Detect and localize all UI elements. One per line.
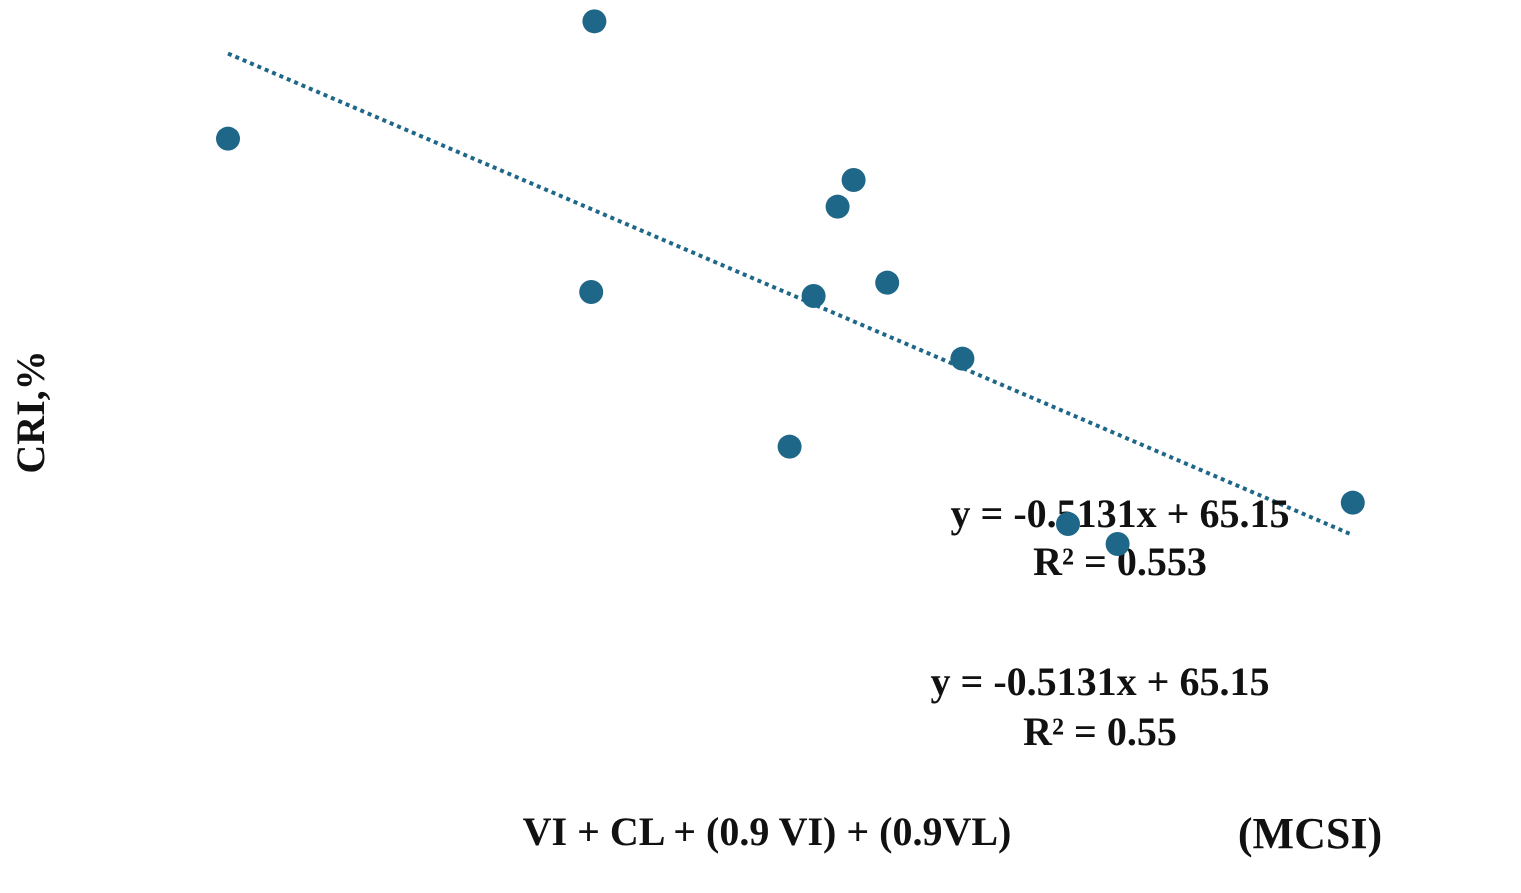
trendline [227, 51, 1354, 537]
point [825, 194, 850, 219]
point [579, 280, 604, 304]
x-unit-label: (MCSI) [1238, 809, 1382, 858]
point [950, 346, 975, 371]
point [1340, 490, 1365, 515]
point [216, 126, 240, 151]
point [875, 270, 900, 295]
x-axis-label: VI + CL + (0.9 VI) + (0.9VL) [523, 809, 1012, 854]
annotation: R² = 0.55 [1023, 709, 1177, 754]
point [1105, 532, 1130, 556]
point [582, 9, 607, 34]
point [841, 168, 866, 192]
point [777, 434, 802, 459]
y-axis-label: CRI,% [8, 350, 53, 473]
annotation: y = -0.5131x + 65.15 [951, 491, 1290, 536]
annotation: y = -0.5131x + 65.15 [931, 659, 1270, 704]
point [1056, 512, 1080, 536]
point [801, 284, 826, 308]
